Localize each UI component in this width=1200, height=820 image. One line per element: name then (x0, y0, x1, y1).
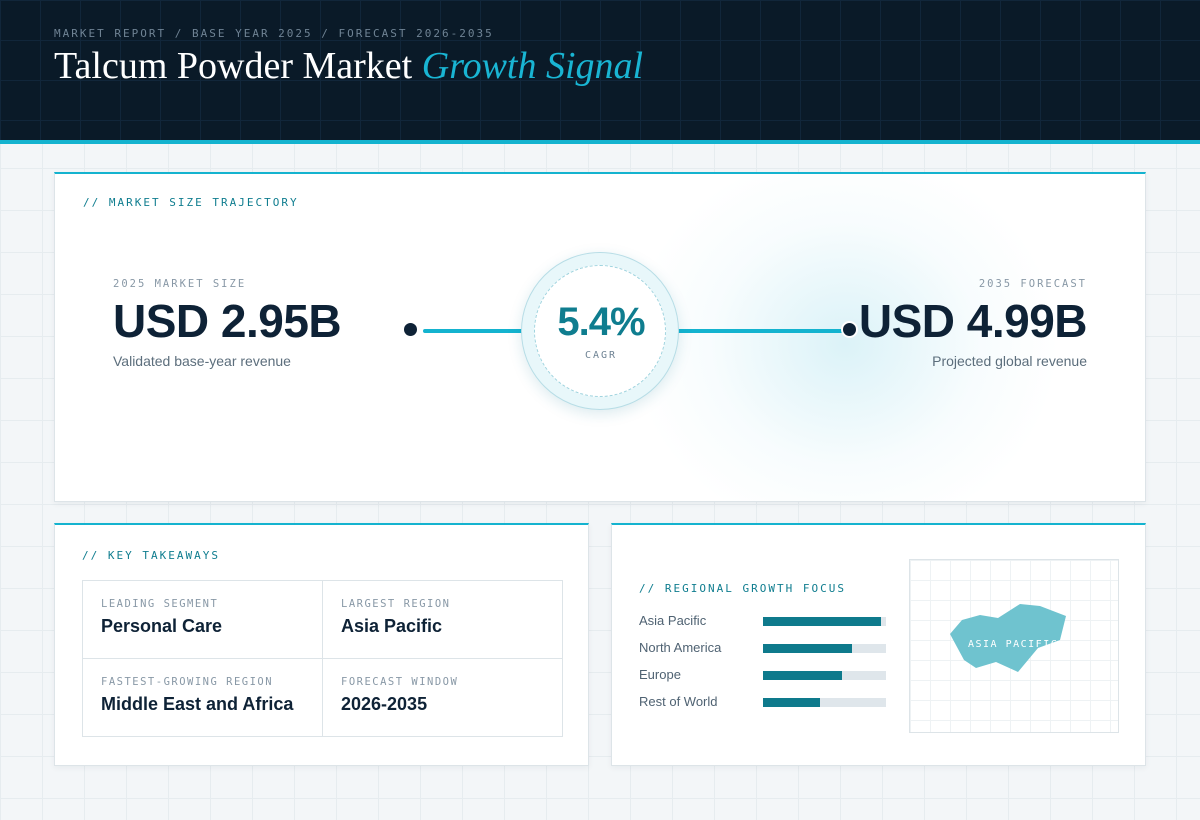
end-caption: Projected global revenue (932, 353, 1087, 369)
trajectory-section-label: // MARKET SIZE TRAJECTORY (83, 196, 299, 209)
report-header: MARKET REPORT / BASE YEAR 2025 / FORECAS… (0, 0, 1200, 144)
cagr-inner-circle: 5.4% CAGR (534, 265, 666, 397)
region-bar-fill (763, 671, 842, 680)
cagr-label: CAGR (584, 350, 618, 361)
region-bar-fill (763, 698, 820, 707)
takeaway-value: Middle East and Africa (101, 694, 294, 714)
key-takeaways-card: // KEY TAKEAWAYS LEADING SEGMENT Persona… (54, 523, 589, 766)
takeaway-key: FASTEST-GROWING REGION (101, 676, 274, 688)
start-caption: Validated base-year revenue (113, 353, 291, 369)
takeaway-cell: LEADING SEGMENT Personal Care (83, 581, 323, 659)
takeaways-section-label: // KEY TAKEAWAYS (82, 549, 220, 562)
title-accent: Growth Signal (421, 45, 644, 87)
region-bar-row: North America (639, 640, 889, 656)
takeaway-cell: LARGEST REGION Asia Pacific (323, 581, 563, 659)
takeaway-cell: FORECAST WINDOW 2026-2035 (323, 659, 563, 737)
market-size-trajectory-card: // MARKET SIZE TRAJECTORY 2025 MARKET SI… (54, 172, 1146, 502)
region-name: North America (639, 640, 722, 655)
region-bar-row: Asia Pacific (639, 613, 889, 629)
cagr-ring: 5.4% CAGR (521, 252, 679, 410)
regional-section-label: // REGIONAL GROWTH FOCUS (639, 582, 846, 595)
region-bar-fill (763, 617, 882, 626)
region-name: Rest of World (639, 694, 718, 709)
takeaway-value: Asia Pacific (341, 616, 443, 636)
region-map: ASIA PACIFIC (909, 559, 1119, 733)
region-bar-fill (763, 644, 852, 653)
region-bar-track (763, 644, 886, 653)
takeaway-value: 2026-2035 (341, 694, 428, 714)
region-bar-track (763, 671, 886, 680)
takeaways-grid: LEADING SEGMENT Personal Care LARGEST RE… (82, 580, 563, 737)
end-market-value: USD 4.99B (858, 295, 1088, 347)
start-year-label: 2025 MARKET SIZE (113, 278, 247, 290)
region-name: Asia Pacific (639, 613, 707, 628)
region-bar-row: Europe (639, 667, 889, 683)
takeaway-key: LARGEST REGION (341, 598, 451, 610)
region-bar-track (763, 617, 886, 626)
start-market-value: USD 2.95B (113, 295, 342, 347)
background-glow (635, 174, 1055, 501)
cagr-value: 5.4% (557, 300, 645, 344)
end-dot (841, 321, 858, 338)
takeaway-value: Personal Care (101, 616, 223, 636)
region-bar-track (763, 698, 886, 707)
takeaway-key: FORECAST WINDOW (341, 676, 459, 688)
end-year-label: 2035 FORECAST (978, 278, 1087, 290)
grid-divider-horizontal (83, 658, 562, 659)
start-dot (402, 321, 419, 338)
takeaway-cell: FASTEST-GROWING REGION Middle East and A… (83, 659, 323, 737)
regional-growth-card: // REGIONAL GROWTH FOCUS Asia Pacific No… (611, 523, 1146, 766)
asia-pacific-shape (950, 604, 1066, 672)
map-region-label: ASIA PACIFIC (968, 639, 1059, 650)
region-name: Europe (639, 667, 681, 682)
region-bar-row: Rest of World (639, 694, 889, 710)
takeaway-key: LEADING SEGMENT (101, 598, 219, 610)
report-breadcrumb: MARKET REPORT / BASE YEAR 2025 / FORECAS… (54, 27, 494, 40)
page-title: Talcum Powder Market Growth Signal (54, 44, 643, 88)
title-main: Talcum Powder Market (54, 45, 413, 87)
